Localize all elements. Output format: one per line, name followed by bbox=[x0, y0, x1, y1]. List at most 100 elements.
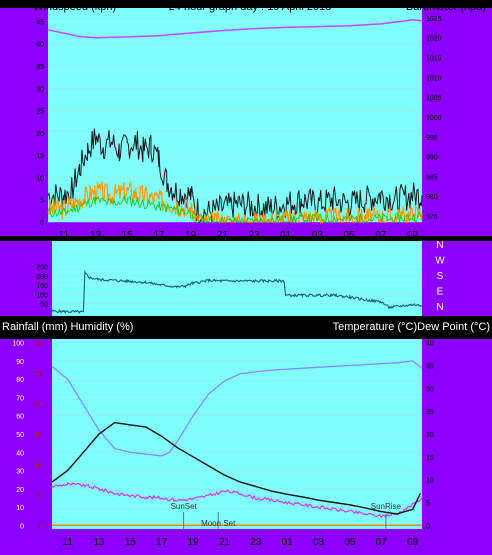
rainfall-humidity-label: Rainfall (mm) Humidity (%) bbox=[2, 321, 133, 333]
direction-plot-area bbox=[52, 241, 422, 316]
humidity-tick-80: 80 bbox=[16, 377, 24, 384]
wind-time-17: 17 bbox=[153, 230, 165, 241]
wind-time-03: 03 bbox=[312, 230, 324, 241]
humidity-tick-90: 90 bbox=[16, 359, 24, 366]
wind-time-23: 23 bbox=[248, 230, 260, 241]
barometer-tick-995: 995 bbox=[426, 135, 438, 142]
compass-label-3: E bbox=[437, 287, 444, 298]
temperature-tick-30: 30 bbox=[426, 386, 434, 393]
wind-speed-tick-45: 45 bbox=[36, 19, 44, 26]
humidity-tick-100: 100 bbox=[12, 341, 24, 348]
rainfall-tick-0: 0 bbox=[38, 523, 42, 530]
dew-point-line bbox=[51, 482, 423, 519]
temperature-time-21: 21 bbox=[219, 537, 231, 548]
temperature-tick-10: 10 bbox=[426, 478, 434, 485]
wind-time-07: 07 bbox=[375, 230, 387, 241]
wind-time-05: 05 bbox=[344, 230, 356, 241]
compass-label-1: W bbox=[435, 256, 445, 267]
temperature-time-23: 23 bbox=[250, 537, 262, 548]
marker-label-0: SunSet bbox=[171, 502, 198, 511]
wind-speed-tick-40: 40 bbox=[36, 42, 44, 49]
humidity-tick-40: 40 bbox=[16, 450, 24, 457]
humidity-tick-20: 20 bbox=[16, 487, 24, 494]
wind-speed-tick-5: 5 bbox=[40, 198, 44, 205]
humidity-tick-60: 60 bbox=[16, 414, 24, 421]
compass-label-4: N bbox=[436, 302, 443, 313]
direction-tick-200: 200 bbox=[36, 274, 48, 281]
header-date-title: 24 hour graph day : 19 April 2018 bbox=[169, 1, 332, 13]
barometer-tick-1025: 1025 bbox=[426, 16, 442, 23]
wind-plot-area bbox=[48, 8, 422, 222]
wind-speed-tick-0: 0 bbox=[40, 220, 44, 227]
humidity-tick-50: 50 bbox=[16, 432, 24, 439]
wind-time-15: 15 bbox=[122, 230, 134, 241]
wind-speed-tick-20: 20 bbox=[36, 131, 44, 138]
temperature-tick-15: 15 bbox=[426, 455, 434, 462]
direction-tick-100: 100 bbox=[36, 292, 48, 299]
barometer-tick-1010: 1010 bbox=[426, 75, 442, 82]
wind-speed-tick-35: 35 bbox=[36, 64, 44, 71]
header-windspeed-label: Windspeed (kph) bbox=[33, 1, 116, 13]
wind-lull-line bbox=[47, 195, 423, 224]
wind-speed-tick-15: 15 bbox=[36, 153, 44, 160]
temperature-time-07: 07 bbox=[376, 537, 388, 548]
marker-label-1: Moon Set bbox=[201, 519, 236, 528]
wind-time-01: 01 bbox=[280, 230, 292, 241]
wind-average-line bbox=[47, 181, 423, 224]
temperature-tick-35: 35 bbox=[426, 364, 434, 371]
wind-speed-tick-30: 30 bbox=[36, 86, 44, 93]
wind-speed-tick-25: 25 bbox=[36, 109, 44, 116]
humidity-line bbox=[51, 360, 423, 457]
rainfall-tick-5: 5 bbox=[38, 493, 42, 500]
barometer-tick-1005: 1005 bbox=[426, 95, 442, 102]
compass-label-2: S bbox=[437, 271, 444, 282]
rainfall-tick-10: 10 bbox=[34, 462, 42, 469]
direction-tick-50: 50 bbox=[40, 302, 48, 309]
temperature-time-15: 15 bbox=[125, 537, 137, 548]
rainfall-tick-30: 30 bbox=[34, 341, 42, 348]
barometer-tick-990: 990 bbox=[426, 155, 438, 162]
rainfall-tick-15: 15 bbox=[34, 432, 42, 439]
humidity-tick-0: 0 bbox=[20, 523, 24, 530]
marker-label-2: SunRise bbox=[371, 502, 402, 511]
wind-chart: 0510152025303540459759809859909951000100… bbox=[36, 16, 441, 241]
wind-time-09: 09 bbox=[407, 230, 419, 241]
temperature-time-13: 13 bbox=[93, 537, 105, 548]
wind-time-19: 19 bbox=[185, 230, 197, 241]
temperature-time-03: 03 bbox=[313, 537, 325, 548]
temperature-time-19: 19 bbox=[188, 537, 200, 548]
rainfall-tick-20: 20 bbox=[34, 402, 42, 409]
temperature-tick-5: 5 bbox=[426, 501, 430, 508]
temperature-time-05: 05 bbox=[344, 537, 356, 548]
temperature-line bbox=[51, 421, 422, 515]
temperature-dewpoint-label: Temperature (°C)Dew Point (°C) bbox=[333, 321, 490, 333]
wind-direction-line bbox=[51, 270, 423, 314]
temperature-time-17: 17 bbox=[156, 537, 168, 548]
temperature-time-01: 01 bbox=[282, 537, 294, 548]
temperature-tick-40: 40 bbox=[426, 341, 434, 348]
wind-speed-tick-10: 10 bbox=[36, 175, 44, 182]
barometer-line bbox=[47, 19, 423, 39]
compass-label-0: N bbox=[436, 240, 443, 251]
humidity-tick-30: 30 bbox=[16, 469, 24, 476]
temperature-time-09: 09 bbox=[407, 537, 419, 548]
barometer-tick-985: 985 bbox=[426, 174, 438, 181]
rainfall-tick-25: 25 bbox=[34, 371, 42, 378]
header-barometer-label: Barometer (hpa) bbox=[406, 1, 486, 13]
humidity-tick-10: 10 bbox=[16, 505, 24, 512]
humidity-tick-70: 70 bbox=[16, 396, 24, 403]
barometer-tick-975: 975 bbox=[426, 214, 438, 221]
wind-time-13: 13 bbox=[90, 230, 102, 241]
temperature-tick-25: 25 bbox=[426, 409, 434, 416]
temperature-chart: 0102030405060708090100051015202530051015… bbox=[12, 341, 434, 548]
temperature-tick-0: 0 bbox=[426, 523, 430, 530]
temperature-tick-20: 20 bbox=[426, 432, 434, 439]
temperature-time-11: 11 bbox=[63, 537, 74, 548]
barometer-tick-980: 980 bbox=[426, 194, 438, 201]
wind-time-11: 11 bbox=[59, 230, 70, 241]
barometer-tick-1020: 1020 bbox=[426, 36, 442, 43]
barometer-tick-1000: 1000 bbox=[426, 115, 442, 122]
